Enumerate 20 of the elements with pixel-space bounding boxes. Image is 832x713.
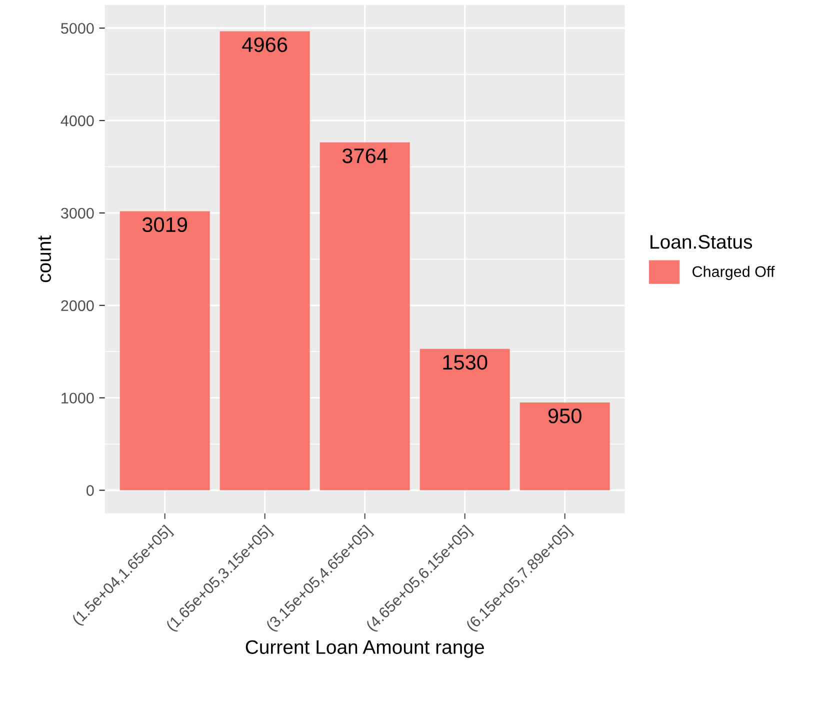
data-label: 1530 xyxy=(443,354,488,370)
data-label: 3019 xyxy=(142,217,188,232)
y-tick-label: 3000 xyxy=(61,208,94,219)
y-axis-title: count xyxy=(38,236,52,282)
y-tick-label: 5000 xyxy=(61,22,94,34)
bar xyxy=(120,211,210,490)
legend-label: Charged Off xyxy=(692,266,775,280)
data-label: 3764 xyxy=(342,148,388,164)
data-label: 950 xyxy=(548,408,582,424)
bar xyxy=(220,31,310,490)
y-tick-label: 2000 xyxy=(61,300,94,312)
x-axis-title: Current Loan Amount range xyxy=(246,640,484,658)
y-tick-label: 4000 xyxy=(60,115,94,126)
bar xyxy=(320,142,410,490)
bar xyxy=(420,348,510,490)
data-label: 4966 xyxy=(242,37,288,52)
bar xyxy=(520,402,610,490)
y-tick-label: 0 xyxy=(86,485,94,496)
y-tick-label: 1000 xyxy=(62,392,94,404)
legend-title: Loan.Status xyxy=(650,235,752,249)
